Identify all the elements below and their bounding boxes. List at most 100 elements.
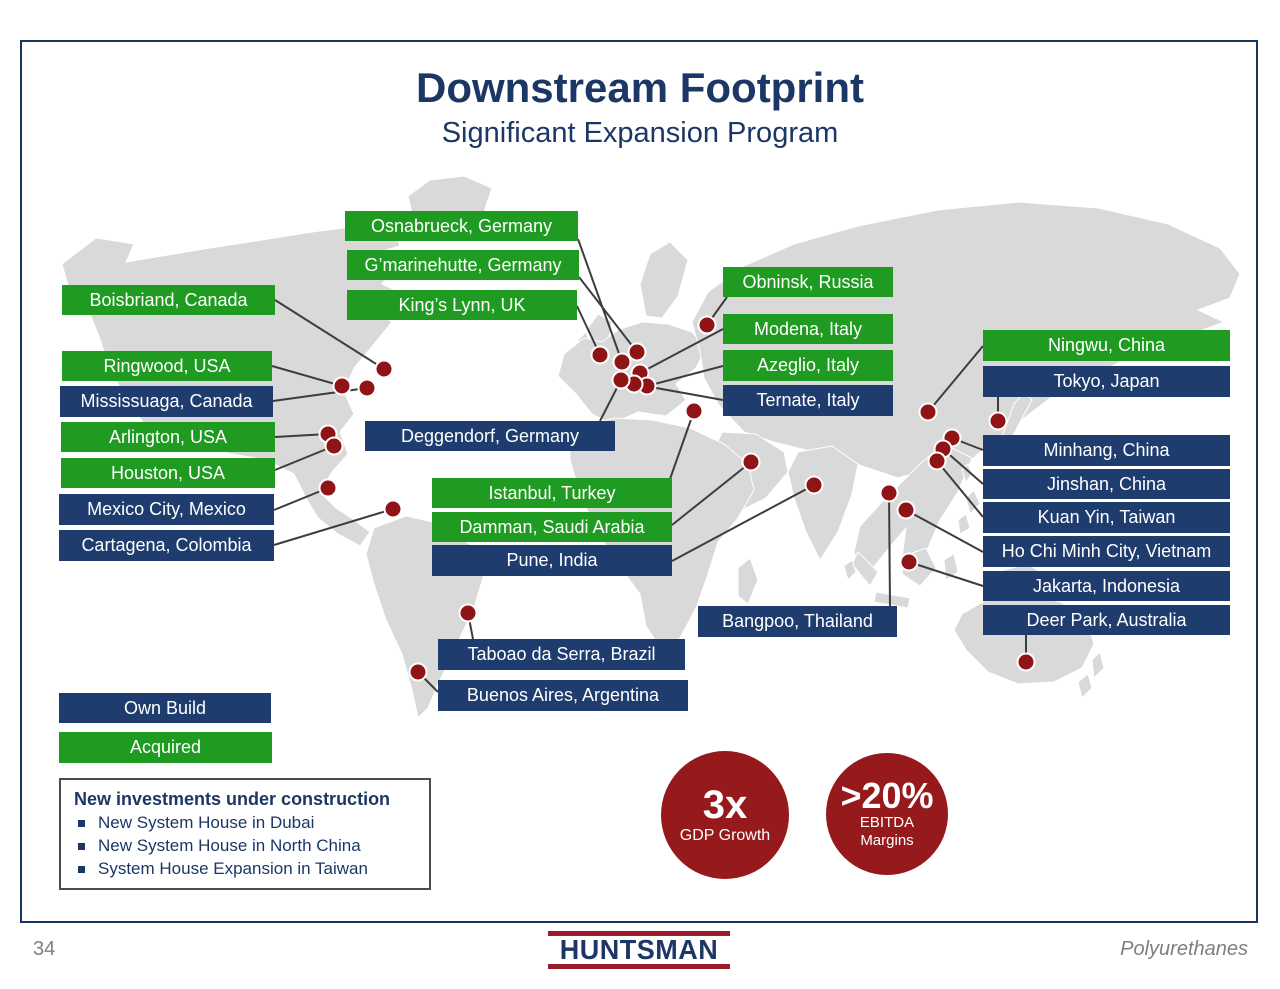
map-label-houston-usa: Houston, USA xyxy=(61,458,275,488)
stat-value: 3x xyxy=(702,783,748,827)
logo-bottom-bar xyxy=(548,964,730,969)
legend-own-build: Own Build xyxy=(59,693,271,723)
map-connector-pune-india xyxy=(671,484,815,562)
map-connector-istanbul-turkey xyxy=(669,410,695,480)
investment-item-label: New System House in North China xyxy=(98,836,361,855)
map-dot-pune-india xyxy=(804,475,824,495)
map-connector-azeglio-italy xyxy=(646,365,724,387)
stat-label: EBITDA xyxy=(859,814,915,832)
map-label-buenos-aires-argentina: Buenos Aires, Argentina xyxy=(438,680,688,711)
map-label-g-marinehutte-germany: G’marinehutte, Germany xyxy=(347,250,579,280)
map-label-king-s-lynn-uk: King’s Lynn, UK xyxy=(347,290,577,320)
investment-item: System House Expansion in Taiwan xyxy=(78,859,429,879)
map-label-cartagena-colombia: Cartagena, Colombia xyxy=(59,530,274,561)
map-label-jakarta-indonesia: Jakarta, Indonesia xyxy=(983,571,1230,601)
investment-item-label: New System House in Dubai xyxy=(98,813,315,832)
square-bullet-icon xyxy=(78,842,85,850)
investments-title: New investments under construction xyxy=(74,789,391,809)
map-label-azeglio-italy: Azeglio, Italy xyxy=(723,350,893,381)
footer-division-label: Polyurethanes xyxy=(1120,938,1248,960)
map-label-pune-india: Pune, India xyxy=(432,545,672,576)
map-dot-damman-saudi-arabia xyxy=(741,452,761,472)
investments-box: New investments under construction New S… xyxy=(59,778,431,890)
map-connector-cartagena-colombia xyxy=(273,508,394,546)
map-dot-cartagena-colombia xyxy=(383,499,403,519)
stat-label: GDP Growth xyxy=(679,826,771,844)
map-label-arlington-usa: Arlington, USA xyxy=(61,422,275,452)
map-label-jinshan-china: Jinshan, China xyxy=(983,469,1230,499)
map-dot-mississuaga-canada xyxy=(357,378,377,398)
stat-value: >20% xyxy=(840,774,934,816)
map-label-bangpoo-thailand: Bangpoo, Thailand xyxy=(698,606,897,637)
map-connector-boisbriand-canada xyxy=(274,299,385,370)
map-dot-taboao-da-serra-brazil xyxy=(458,603,478,623)
map-label-deer-park-australia: Deer Park, Australia xyxy=(983,605,1230,635)
legend-acquired: Acquired xyxy=(59,732,272,763)
map-connector-ringwood-usa xyxy=(271,365,343,387)
page-number: 34 xyxy=(33,938,56,960)
map-connector-mexico-city-mexico xyxy=(273,487,329,511)
map-label-ningwu-china: Ningwu, China xyxy=(983,330,1230,361)
map-connector-ningwu-china xyxy=(927,345,984,413)
map-dot-g-marinehutte-germany xyxy=(627,342,647,362)
map-label-kuan-yin-taiwan: Kuan Yin, Taiwan xyxy=(983,502,1230,533)
map-connector-mississuaga-canada xyxy=(272,387,368,402)
map-label-boisbriand-canada: Boisbriand, Canada xyxy=(62,285,275,315)
slide-title: Downstream Footprint xyxy=(416,64,864,111)
map-connector-damman-saudi-arabia xyxy=(671,461,752,526)
map-dot-ningwu-china xyxy=(918,402,938,422)
stat-circle-gdp-growth: 3x GDP Growth xyxy=(661,751,789,879)
map-dot-deggendorf-germany xyxy=(611,370,631,390)
map-dot-mexico-city-mexico xyxy=(318,478,338,498)
map-label-ringwood-usa: Ringwood, USA xyxy=(62,351,272,381)
map-label-ho-chi-minh-city-vietnam: Ho Chi Minh City, Vietnam xyxy=(983,536,1230,567)
stat-label: Margins xyxy=(860,832,914,850)
map-dot-tokyo-japan xyxy=(988,411,1008,431)
map-label-mexico-city-mexico: Mexico City, Mexico xyxy=(59,494,274,525)
slide-frame xyxy=(20,40,1258,923)
map-dot-houston-usa xyxy=(324,436,344,456)
map-label-istanbul-turkey: Istanbul, Turkey xyxy=(432,478,672,508)
map-dot-bangpoo-thailand xyxy=(879,483,899,503)
map-connector-g-marinehutte-germany xyxy=(578,276,638,353)
map-dot-obninsk-russia xyxy=(697,315,717,335)
map-dot-kuan-yin-taiwan xyxy=(927,451,947,471)
logo-top-bar xyxy=(548,931,730,936)
map-label-obninsk-russia: Obninsk, Russia xyxy=(723,267,893,297)
investment-item: New System House in North China xyxy=(78,836,429,856)
map-dot-boisbriand-canada xyxy=(374,359,394,379)
map-dot-buenos-aires-argentina xyxy=(408,662,428,682)
map-label-tokyo-japan: Tokyo, Japan xyxy=(983,366,1230,397)
map-label-damman-saudi-arabia: Damman, Saudi Arabia xyxy=(432,512,672,542)
map-label-osnabrueck-germany: Osnabrueck, Germany xyxy=(345,211,578,241)
map-label-taboao-da-serra-brazil: Taboao da Serra, Brazil xyxy=(438,639,685,670)
map-dots xyxy=(318,315,1036,682)
map-connector-osnabrueck-germany xyxy=(577,238,623,363)
map-label-modena-italy: Modena, Italy xyxy=(723,314,893,344)
map-label-mississuaga-canada: Mississuaga, Canada xyxy=(60,386,273,417)
map-dot-osnabrueck-germany xyxy=(612,352,632,372)
logo-text: HUNTSMAN xyxy=(559,934,719,966)
investment-item-label: System House Expansion in Taiwan xyxy=(98,859,368,878)
map-label-minhang-china: Minhang, China xyxy=(983,435,1230,466)
map-connector-kuan-yin-taiwan xyxy=(936,460,984,518)
map-connector-ho-chi-minh-city-vietnam xyxy=(905,509,984,553)
map-dot-istanbul-turkey xyxy=(684,401,704,421)
map-dot-deer-park-australia xyxy=(1016,652,1036,672)
map-dot-king-s-lynn-uk xyxy=(590,345,610,365)
square-bullet-icon xyxy=(78,819,85,827)
map-label-deggendorf-germany: Deggendorf, Germany xyxy=(365,421,615,451)
map-dot-ho-chi-minh-city-vietnam xyxy=(896,500,916,520)
huntsman-logo: HUNTSMAN xyxy=(548,931,730,969)
map-dot-jakarta-indonesia xyxy=(899,552,919,572)
map-connector-modena-italy xyxy=(639,328,724,374)
square-bullet-icon xyxy=(78,865,85,873)
investment-item: New System House in Dubai xyxy=(78,813,429,833)
stat-circle-ebitda-margins: >20% EBITDA Margins xyxy=(826,753,948,875)
map-dot-ringwood-usa xyxy=(332,376,352,396)
map-connector-jakarta-indonesia xyxy=(908,561,984,587)
map-label-ternate-italy: Ternate, Italy xyxy=(723,385,893,416)
slide-subtitle: Significant Expansion Program xyxy=(441,117,839,149)
map-connector-bangpoo-thailand xyxy=(888,492,891,607)
map-connector-houston-usa xyxy=(274,445,335,471)
